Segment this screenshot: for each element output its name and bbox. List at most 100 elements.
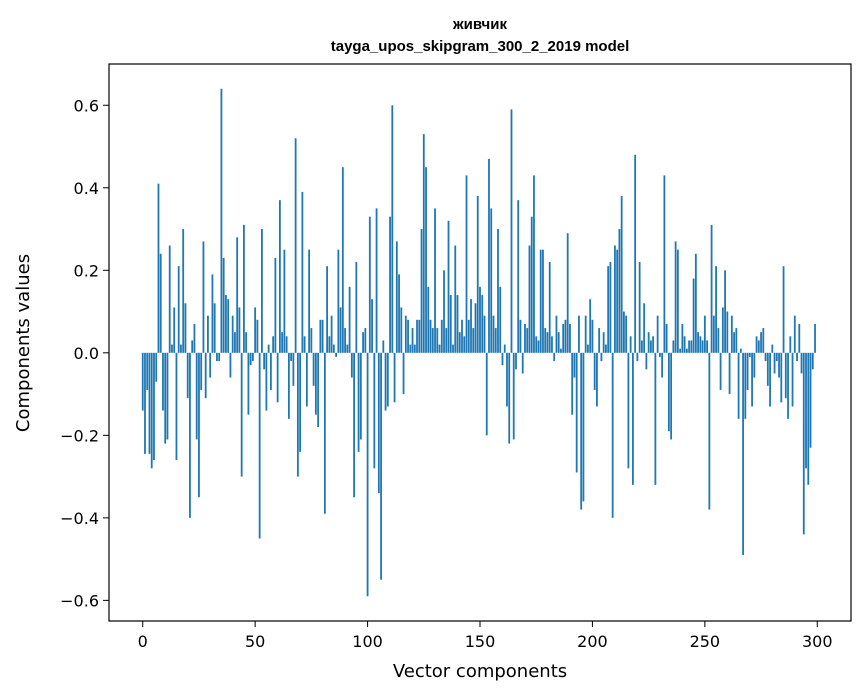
bar: [499, 286, 502, 353]
bar: [787, 352, 789, 419]
bar: [569, 323, 571, 353]
bar: [344, 328, 346, 353]
bar: [146, 352, 149, 390]
bar: [171, 344, 173, 353]
bar: [353, 352, 355, 498]
bar: [328, 336, 331, 353]
bar: [485, 352, 488, 436]
bar: [703, 315, 706, 353]
bar: [225, 295, 227, 353]
bar: [254, 307, 257, 353]
bar: [398, 274, 400, 353]
bar: [305, 352, 308, 407]
bar: [667, 352, 670, 432]
bar: [216, 352, 218, 362]
bar: [445, 328, 448, 353]
bar: [447, 220, 450, 353]
bar: [175, 352, 178, 461]
bar: [521, 352, 524, 374]
bar: [546, 332, 549, 353]
bar: [555, 315, 558, 353]
bar: [177, 266, 180, 353]
bar: [470, 299, 472, 353]
x-axis: 0 50 100 150 200 250 300: [138, 621, 833, 651]
bar: [267, 344, 270, 353]
bar: [526, 328, 529, 353]
bar: [652, 336, 655, 353]
bar: [195, 352, 198, 440]
bar: [483, 315, 486, 353]
bar: [649, 340, 652, 353]
bar: [796, 352, 798, 362]
bar: [584, 315, 587, 353]
bar: [153, 352, 155, 461]
bar: [157, 183, 160, 353]
bar: [742, 352, 744, 555]
bar: [155, 352, 158, 382]
bar: [308, 249, 311, 353]
bar: [598, 328, 601, 353]
bar: [416, 319, 418, 353]
bar: [258, 352, 261, 539]
bar: [465, 175, 468, 353]
bar: [589, 299, 592, 353]
bar: [265, 352, 268, 411]
bar: [582, 352, 585, 502]
bar: [467, 319, 470, 353]
bar: [278, 200, 281, 353]
bar: [701, 340, 704, 353]
bar: [269, 352, 272, 390]
bar: [474, 303, 477, 353]
bar: [602, 332, 605, 353]
bar: [679, 348, 682, 353]
bar: [162, 352, 164, 411]
bar: [472, 328, 475, 353]
bar: [339, 307, 342, 353]
bar: [150, 352, 153, 469]
bar: [771, 344, 774, 353]
bar: [632, 352, 634, 485]
bar: [209, 352, 212, 378]
bar: [182, 229, 185, 353]
bar: [775, 352, 778, 362]
bar: [580, 352, 583, 510]
y-tick-label: −0.4: [60, 509, 99, 528]
y-axis: −0.6 −0.4 −0.2 0.0 0.2 0.4 0.6: [60, 96, 109, 610]
bar: [506, 352, 508, 407]
bar: [661, 352, 664, 378]
bar: [425, 167, 427, 353]
bar: [593, 352, 596, 390]
bar: [535, 336, 538, 353]
bar: [429, 319, 432, 353]
bar: [407, 319, 409, 353]
bar: [386, 352, 389, 407]
bar: [627, 352, 630, 469]
bar: [191, 340, 194, 353]
bar: [276, 352, 279, 403]
bar: [611, 352, 614, 518]
bar: [553, 352, 556, 362]
x-tick-label: 100: [352, 632, 383, 651]
bar: [793, 315, 796, 353]
bar: [533, 175, 535, 353]
bar: [717, 328, 720, 353]
bar: [663, 175, 666, 353]
bar: [148, 352, 151, 454]
bar: [634, 154, 637, 353]
bar: [227, 299, 230, 353]
bar: [760, 332, 762, 353]
x-tick-label: 200: [577, 632, 608, 651]
bar: [285, 336, 288, 353]
bar: [479, 286, 481, 353]
bar: [625, 315, 628, 353]
bar: [184, 303, 187, 353]
bar: [220, 88, 223, 353]
bar: [744, 352, 747, 419]
x-tick-label: 300: [802, 632, 833, 651]
bar: [571, 352, 574, 415]
bar: [728, 352, 731, 395]
y-tick-label: 0.2: [74, 261, 99, 280]
bar: [436, 328, 439, 353]
bar: [811, 352, 814, 370]
